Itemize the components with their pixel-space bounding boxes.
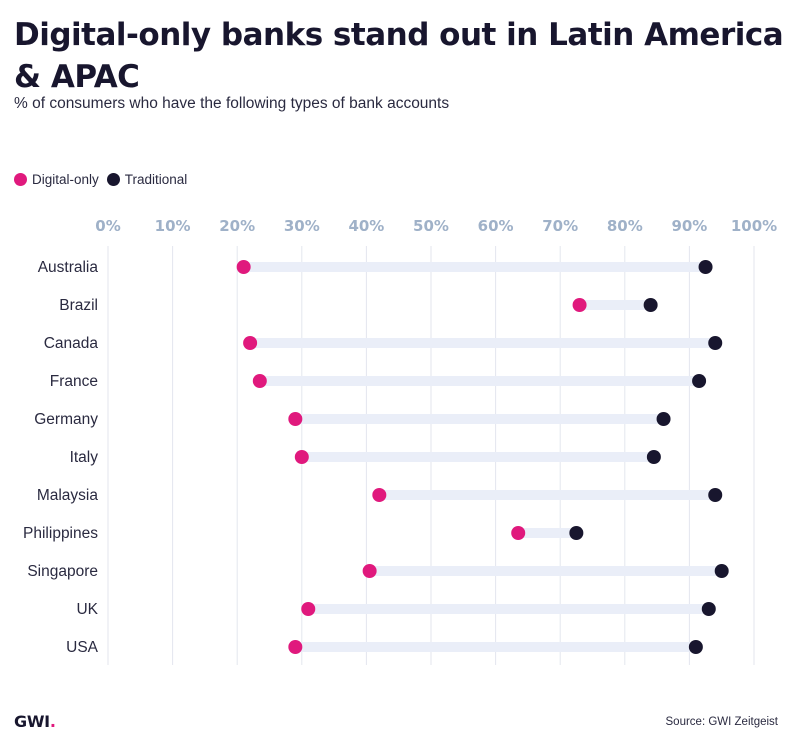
traditional-dot [646,450,661,464]
traditional-dot [692,374,707,388]
traditional-dot [643,298,658,312]
traditional-dot [569,526,584,540]
category-label: Brazil [59,297,98,314]
x-tick-label: 60% [478,217,514,235]
range-bar [579,300,651,310]
x-tick-label: 70% [542,217,578,235]
legend-label-traditional: Traditional [124,172,188,187]
legend-item-traditional: Traditional [106,172,188,187]
x-tick-label: 30% [284,217,320,235]
x-tick-label: 20% [219,217,255,235]
range-bar [295,414,664,424]
x-tick-label: 50% [413,217,449,235]
digital-dot [372,488,387,502]
x-tick-label: 100% [731,217,777,235]
category-label: France [50,373,98,390]
legend-item-digital: Digital-only [14,172,99,187]
category-label: USA [66,639,99,656]
range-bar [369,566,722,576]
traditional-dot [698,260,713,274]
legend-label-digital: Digital-only [32,172,99,187]
digital-dot [236,260,251,274]
range-bar [243,262,706,272]
category-label: Malaysia [37,487,99,504]
digital-dot [252,374,267,388]
gwi-logo: GWI. [14,712,56,731]
range-bar [250,338,716,348]
range-bar [301,452,654,462]
logo-text: GWI [14,712,50,731]
range-bar-layer [243,262,722,652]
legend: Digital-only Traditional [14,172,195,187]
digital-dot [301,602,316,616]
category-label: UK [76,601,98,618]
legend-swatch-traditional [106,173,120,186]
chart-subtitle: % of consumers who have the following ty… [14,95,450,112]
digital-dot [572,298,587,312]
source-note: Source: GWI Zeitgeist [665,716,778,728]
range-bar [259,376,700,386]
traditional-dot [714,564,729,578]
range-bar [308,604,709,614]
category-label: Singapore [27,563,98,580]
category-label-layer: Australia Brazil Canada France Germany Italy M… [23,259,99,656]
digital-dot [243,336,258,350]
traditional-dot [656,412,671,426]
category-label: Germany [34,411,98,428]
chart-title: Digital-only banks stand out in Latin Am… [14,17,784,95]
x-tick-layer: 0% 10% 20% 30% 40% 50% 60% 70% 80% 90% 100% [95,217,777,235]
traditional-dot [708,488,723,502]
digital-dot [288,640,303,654]
legend-swatch-digital [14,173,27,186]
category-label: Italy [70,449,99,466]
x-tick-label: 90% [671,217,707,235]
dumbbell-chart: 0% 10% 20% 30% 40% 50% 60% 70% 80% 90% 100% Austra… [23,217,777,665]
digital-dot [294,450,309,464]
traditional-dot [708,336,723,350]
range-bar [295,642,696,652]
range-bar [518,528,577,538]
traditional-dot [688,640,703,654]
logo-dot: . [49,712,56,731]
range-bar [379,490,716,500]
category-label: Australia [38,259,99,276]
x-tick-label: 10% [155,217,191,235]
dot-layer [236,260,729,654]
x-tick-label: 0% [95,217,120,235]
category-label: Philippines [23,525,98,542]
digital-dot [511,526,526,540]
x-tick-label: 40% [348,217,384,235]
traditional-dot [701,602,716,616]
category-label: Canada [44,335,99,352]
digital-dot [288,412,303,426]
digital-dot [362,564,377,578]
x-tick-label: 80% [607,217,643,235]
